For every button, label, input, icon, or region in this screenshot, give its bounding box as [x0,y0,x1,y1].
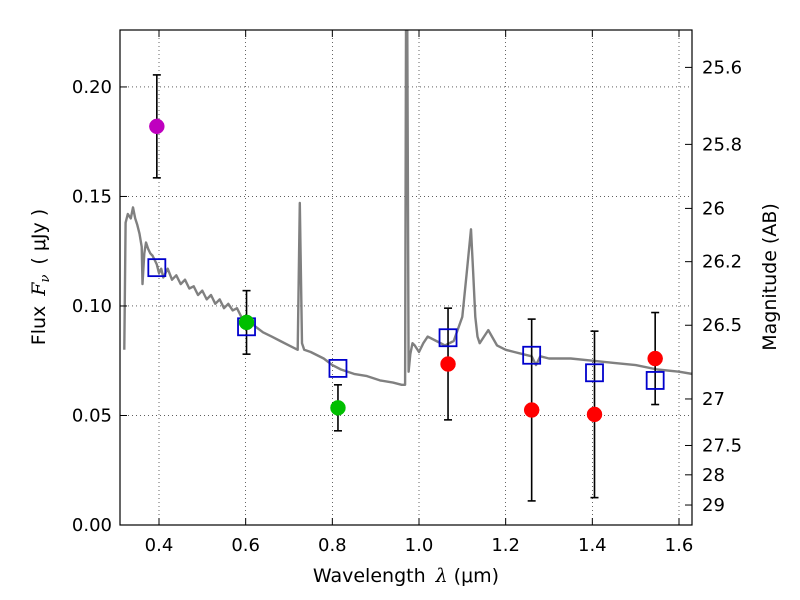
y-axis-label: FluxFν( μJy ) [28,209,53,345]
observed-point [149,118,165,135]
template-spectrum [123,30,692,386]
x-tick-label: 0.6 [231,535,260,556]
y-tick-label: 0.10 [72,296,112,317]
observed-point [440,356,456,372]
x-tick-label: 0.4 [145,535,174,556]
x-tick-label: 1.6 [665,535,694,556]
mag-tick-label: 26.5 [702,315,742,336]
y-tick-label: 0.15 [72,186,112,207]
observed-point [238,314,255,331]
observed-point [523,402,540,418]
y-tick-label: 0.20 [72,77,112,98]
observed-point [330,400,346,416]
y-tick-label: 0.00 [72,515,112,536]
axis-ticks: 0.4 0.6 0.8 1.0 1.2 1.4 1.6 0.00 0.05 0.10 0.15 0.2… [72,30,742,556]
mag-tick-label: 28 [702,465,725,486]
plot-frame [119,29,693,526]
model-point [645,371,665,390]
spectrum-line [123,30,692,386]
mag-tick-label: 29 [702,495,725,516]
mag-tick-label: 26 [702,198,725,219]
model-point [147,258,167,278]
mag-tick-label: 27.5 [702,435,742,456]
y2-axis-label: Magnitude (AB) [759,203,781,351]
model-point [585,363,604,383]
observed-point [586,406,603,423]
model-photometry-points [147,258,665,390]
mag-tick-label: 27 [702,389,725,410]
mag-tick-label: 26.2 [702,252,742,273]
mag-tick-label: 25.6 [702,57,742,78]
mag-tick-label: 25.8 [702,134,742,155]
observed-point [647,350,663,367]
observed-photometry-points [149,118,663,423]
model-point [438,328,458,348]
x-tick-label: 1.2 [491,535,520,556]
x-tick-label: 0.8 [318,535,347,556]
x-axis-label: Wavelength λ (μm) [313,565,499,587]
x-tick-label: 1.4 [578,535,607,556]
model-point [328,358,348,378]
x-tick-label: 1.0 [405,535,434,556]
y-tick-label: 0.05 [72,405,112,426]
model-point [522,345,542,365]
